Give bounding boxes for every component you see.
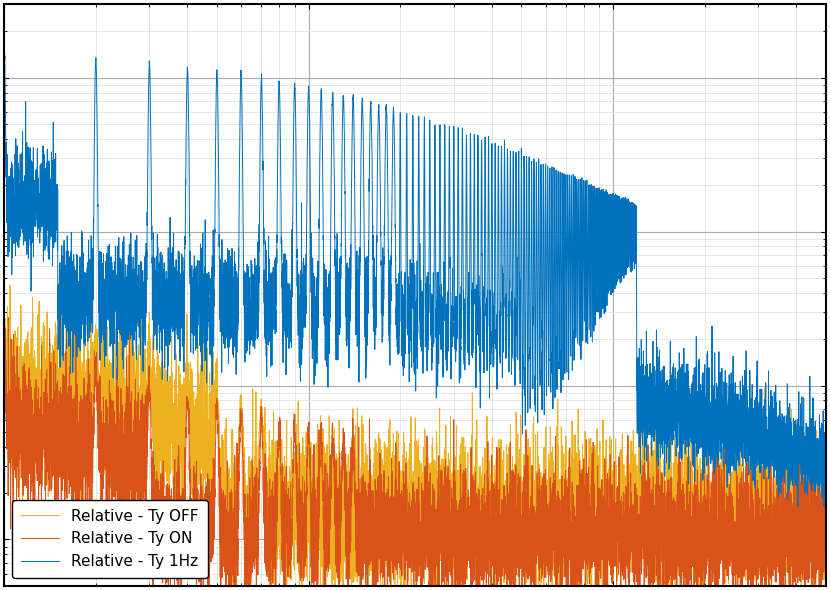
Relative - Ty OFF: [821, 527, 830, 535]
Relative - Ty OFF: [41, 387, 51, 394]
Relative - Ty 1Hz: [608, 236, 618, 243]
Relative - Ty OFF: [608, 559, 618, 566]
Relative - Ty OFF: [486, 530, 496, 537]
Relative - Ty ON: [0, 345, 9, 352]
Relative - Ty OFF: [86, 262, 96, 269]
Relative - Ty 1Hz: [486, 322, 496, 329]
Relative - Ty OFF: [652, 542, 662, 549]
Relative - Ty 1Hz: [521, 183, 531, 191]
Relative - Ty ON: [41, 388, 51, 395]
Relative - Ty 1Hz: [0, 43, 9, 50]
Relative - Ty 1Hz: [41, 199, 51, 206]
Line: Relative - Ty OFF: Relative - Ty OFF: [4, 266, 826, 590]
Relative - Ty ON: [3, 314, 13, 321]
Relative - Ty 1Hz: [297, 258, 307, 266]
Relative - Ty 1Hz: [652, 454, 662, 461]
Relative - Ty ON: [608, 497, 618, 504]
Relative - Ty ON: [521, 542, 531, 549]
Relative - Ty 1Hz: [821, 425, 830, 432]
Relative - Ty ON: [486, 522, 496, 529]
Line: Relative - Ty ON: Relative - Ty ON: [4, 317, 826, 590]
Relative - Ty ON: [821, 535, 830, 542]
Relative - Ty ON: [297, 512, 307, 519]
Relative - Ty OFF: [0, 327, 9, 334]
Relative - Ty OFF: [297, 515, 307, 522]
Relative - Ty ON: [652, 514, 662, 522]
Legend: Relative - Ty OFF, Relative - Ty ON, Relative - Ty 1Hz: Relative - Ty OFF, Relative - Ty ON, Rel…: [12, 500, 208, 578]
Line: Relative - Ty 1Hz: Relative - Ty 1Hz: [4, 47, 826, 507]
Relative - Ty OFF: [521, 527, 531, 534]
Relative - Ty 1Hz: [0, 44, 9, 51]
Relative - Ty 1Hz: [793, 503, 803, 510]
